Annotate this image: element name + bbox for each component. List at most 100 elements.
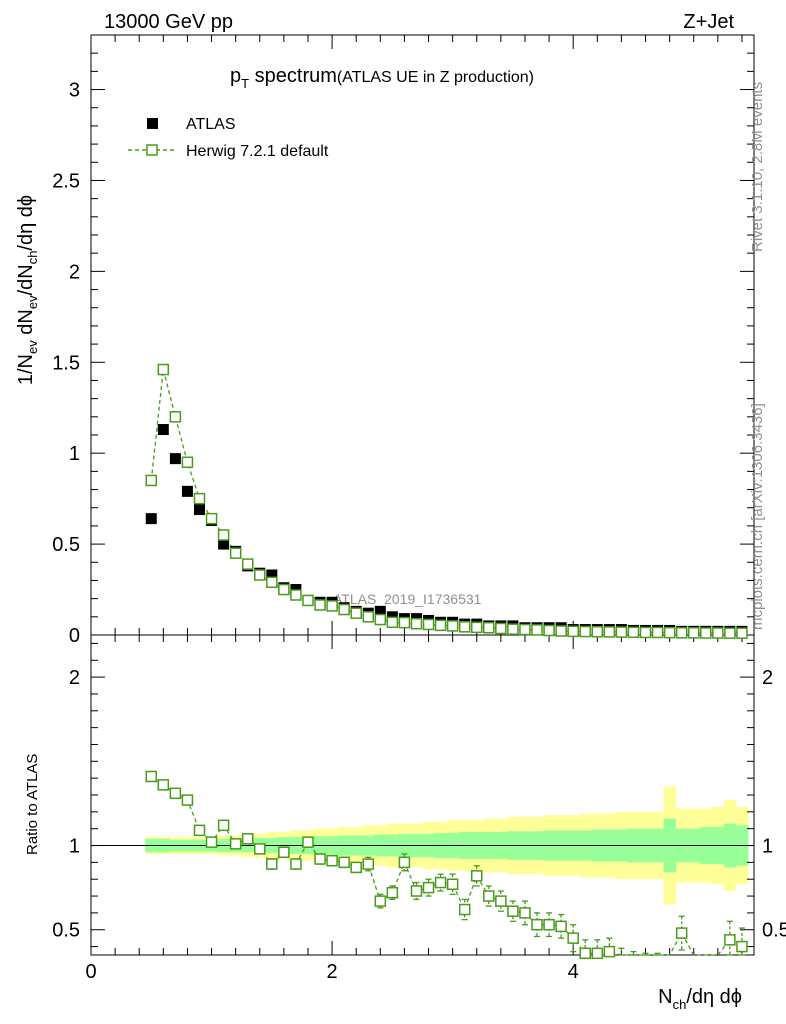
herwig-point	[736, 627, 748, 639]
y-tick-label-ratio-right: 1	[762, 836, 773, 858]
ratio-point	[507, 905, 519, 917]
herwig-point	[531, 624, 543, 636]
herwig-point	[434, 619, 447, 632]
ratio-point	[193, 824, 206, 837]
atlas-point	[181, 485, 193, 497]
y-tick-label-main: 1	[69, 443, 80, 465]
herwig-point	[229, 547, 242, 559]
herwig-point	[567, 625, 579, 638]
y-axis-part3: /dN	[15, 264, 37, 295]
herwig-point	[350, 607, 362, 619]
herwig-point	[254, 569, 266, 581]
ratio-point	[483, 890, 495, 902]
herwig-point	[181, 456, 194, 469]
analysis-watermark: ATLAS_2019_I1736531	[333, 591, 482, 607]
title-note: (ATLAS UE in Z production)	[337, 69, 534, 86]
ratio-point	[169, 787, 182, 800]
herwig-point	[483, 621, 495, 634]
ratio-points	[145, 770, 748, 960]
title-main: p	[230, 65, 241, 87]
herwig-point	[591, 625, 604, 638]
y-axis-part4: /dη dϕ	[15, 195, 37, 251]
ratio-point	[338, 856, 350, 869]
x-tick-label: 0	[85, 961, 96, 983]
ratio-point	[266, 858, 278, 870]
y-tick-label-ratio-right: 2	[762, 667, 773, 689]
y-axis-title-main: 1/Nev dNev/dNch/dη dϕ	[15, 195, 40, 385]
herwig-point	[470, 621, 483, 634]
ratio-point	[675, 927, 688, 939]
ratio-point	[386, 886, 399, 899]
y-tick-label-main: 2	[69, 261, 80, 283]
ratio-point	[374, 895, 387, 907]
y-tick-label-main: 0.5	[52, 534, 80, 556]
process-label: Z+Jet	[683, 11, 734, 33]
atlas-point	[169, 453, 181, 465]
herwig-point	[579, 625, 591, 638]
herwig-point	[543, 624, 555, 637]
herwig-point	[217, 529, 230, 541]
x-axis-part2: /dη dϕ	[686, 986, 742, 1008]
ratio-point	[543, 918, 555, 931]
atlas-point	[218, 538, 230, 550]
y-tick-label-main: 1.5	[52, 352, 80, 374]
ratio-point	[398, 856, 411, 869]
ratio-point	[229, 838, 242, 850]
herwig-point	[266, 576, 278, 589]
x-tick-label: 4	[568, 961, 579, 983]
ratio-point	[410, 885, 423, 897]
ratio-point	[434, 876, 447, 889]
herwig-point	[410, 617, 423, 630]
y-tick-label-ratio-right: 0.5	[762, 920, 786, 942]
herwig-point	[241, 558, 254, 570]
herwig-point	[338, 603, 350, 616]
ratio-point	[278, 846, 290, 859]
ratio-point	[519, 907, 531, 919]
ratio-point	[350, 861, 362, 874]
herwig-point	[446, 620, 459, 632]
y-axis-sub3: ch	[25, 251, 40, 265]
ratio-point	[470, 870, 483, 882]
herwig-point	[278, 583, 290, 596]
y-tick-label-main: 2.5	[52, 170, 80, 192]
ratio-point	[314, 853, 326, 865]
y-tick-label-ratio: 1	[69, 836, 80, 858]
y-axis-part1: 1/N	[15, 354, 37, 385]
ratio-point	[302, 836, 314, 848]
atlas-point	[266, 569, 278, 581]
ratio-line	[150, 775, 743, 956]
herwig-point	[314, 599, 326, 611]
tick-labels: 00.511.522.530.5 0.51 12 20 2 4	[52, 80, 786, 983]
herwig-point	[639, 626, 652, 639]
plot-title: pT spectrum(ATLAS UE in Z production)	[230, 65, 534, 91]
ratio-point	[157, 779, 170, 791]
ratio-point	[736, 940, 748, 953]
ratio-point	[555, 920, 567, 933]
y-tick-label-main: 3	[69, 80, 80, 102]
y-axis-sub2: ev	[25, 295, 40, 309]
ratio-point	[326, 854, 338, 867]
herwig-point	[507, 623, 519, 635]
x-axis-sub1: ch	[673, 997, 687, 1012]
herwig-point	[555, 625, 567, 637]
herwig-point	[519, 623, 531, 636]
herwig-point	[422, 618, 435, 631]
energy-label: 13000 GeV pp	[104, 11, 233, 33]
herwig-point	[398, 616, 411, 629]
legend-herwig-label: Herwig 7.2.1 default	[186, 143, 329, 160]
ratio-series-line	[150, 775, 743, 956]
herwig-point	[687, 627, 700, 639]
legend-atlas-marker	[147, 118, 158, 129]
herwig-point	[724, 627, 736, 639]
atlas-point	[157, 424, 169, 436]
ratio-point	[145, 770, 158, 783]
herwig-point	[458, 621, 471, 633]
legend-herwig-marker	[146, 144, 158, 156]
herwig-point	[700, 627, 712, 639]
ratio-point	[362, 858, 375, 870]
ratio-point	[422, 881, 435, 894]
herwig-point	[362, 611, 375, 623]
ratio-point	[446, 878, 459, 891]
x-axis-title: Nch/dη dϕ	[658, 986, 742, 1012]
herwig-point	[157, 363, 170, 376]
